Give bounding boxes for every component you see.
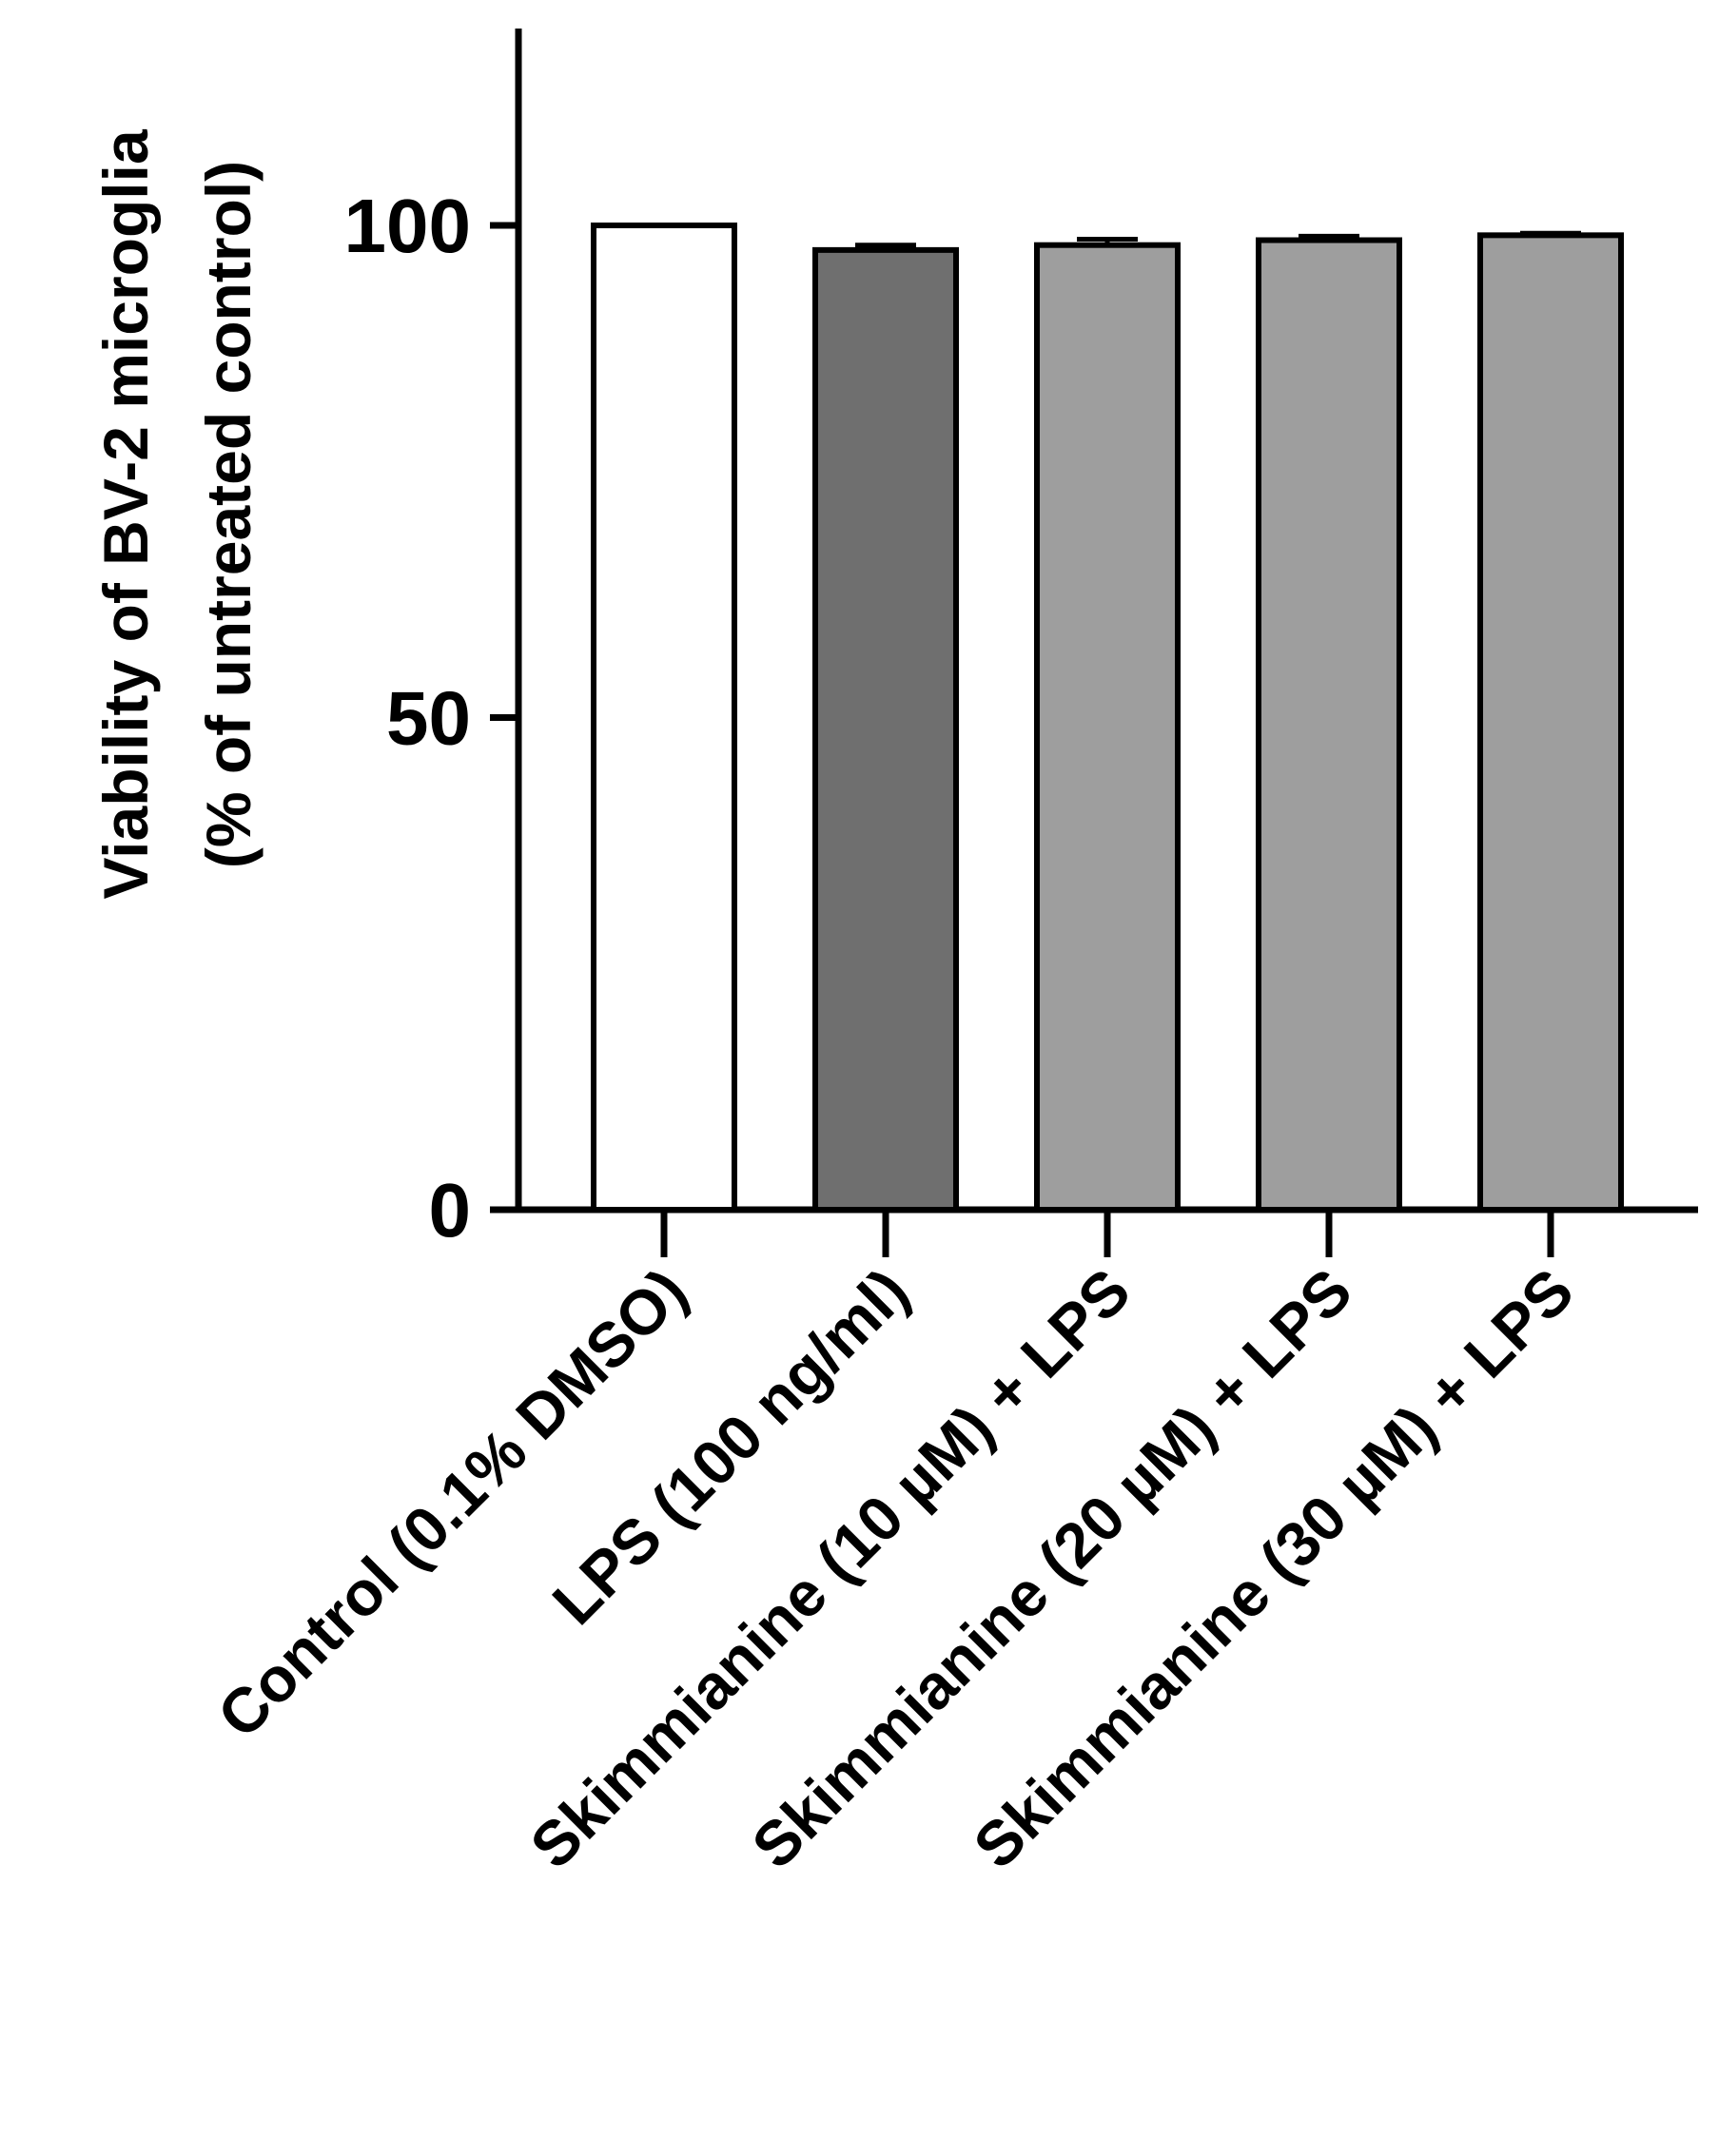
bar-3 — [1256, 237, 1402, 1213]
bar-4 — [1477, 232, 1624, 1214]
bar-0 — [591, 223, 737, 1213]
y-axis-label-line-2: (% of untreated control) — [193, 161, 264, 868]
bars — [591, 223, 1624, 1214]
y-axis-label-line-1: Viability of BV-2 microglia — [90, 128, 161, 900]
error-bars — [855, 230, 1581, 250]
bar-1 — [812, 246, 959, 1213]
y-tick-label-50: 50 — [386, 676, 471, 761]
y-tick-label-100: 100 — [344, 184, 471, 268]
y-ticks: 0 50 100 — [344, 184, 518, 1253]
x-ticks: Control (0.1% DMSO)LPS (100 ng/ml)Skimmi… — [204, 1210, 1587, 1881]
y-tick-label-0: 0 — [429, 1168, 472, 1253]
bar-2 — [1034, 242, 1181, 1213]
